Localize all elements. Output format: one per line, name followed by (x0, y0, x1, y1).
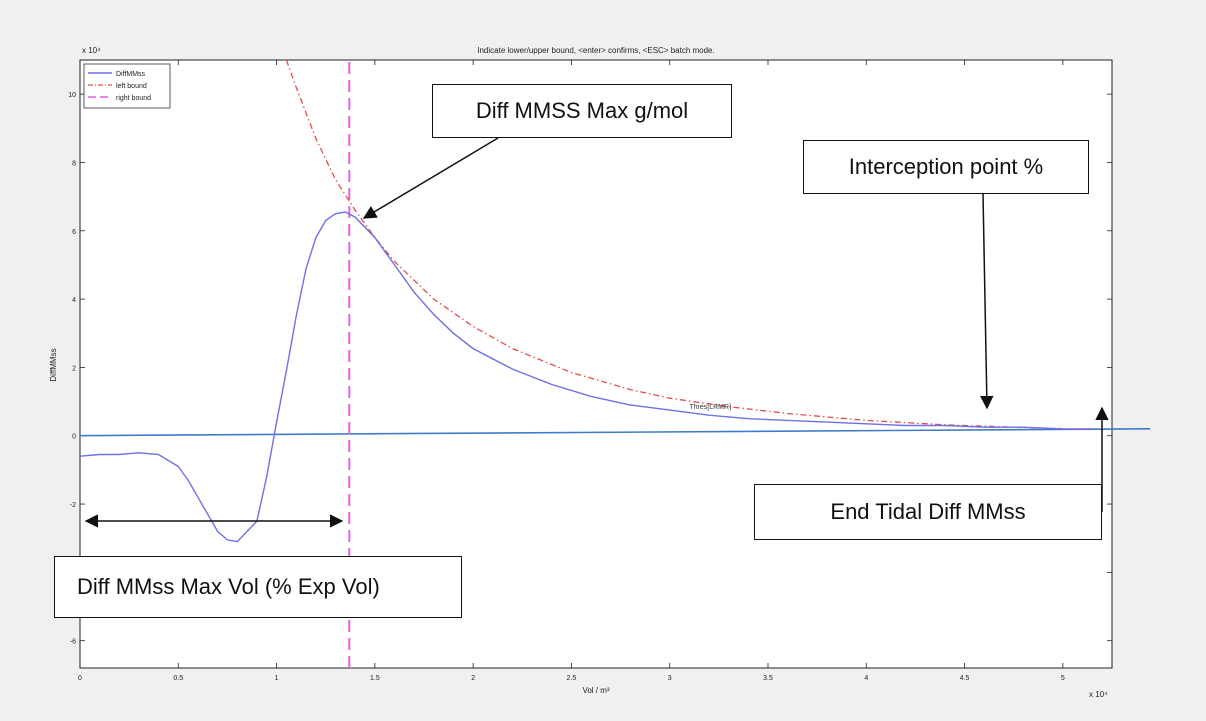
legend: DiffMMss left bound right bound (83, 63, 171, 109)
y-exponent-label: x 10⁴ (82, 46, 101, 55)
arrow-to-max (362, 137, 499, 219)
callout-max-vol: Diff MMss Max Vol (% Exp Vol) (54, 556, 462, 618)
x-tick-label: 0.5 (173, 675, 183, 682)
y-tick-label: 10 (68, 92, 76, 99)
y-tick-label: -2 (70, 502, 76, 509)
x-tick-label: 3.5 (763, 675, 773, 682)
x-tick-label: 2 (471, 675, 475, 682)
arrow-to-intercept (980, 193, 994, 410)
x-axis-label: Vol / m³ (582, 686, 609, 695)
y-tick-label: -6 (70, 639, 76, 646)
legend-entry-right-bound: right bound (116, 95, 151, 102)
y-tick-label: 6 (72, 229, 76, 236)
callout-interception-point: Interception point % (803, 140, 1089, 194)
x-tick-label: 1 (275, 675, 279, 682)
series-diffmmss-line (80, 211, 1093, 543)
x-tick-label: 2.5 (567, 675, 577, 682)
x-tick-label: 4 (864, 675, 868, 682)
y-tick-label: 2 (72, 365, 76, 372)
baseline-reference-line (80, 428, 1112, 437)
y-axis-label: DiffMMss (49, 348, 58, 381)
x-tick-label: 0 (78, 675, 82, 682)
x-tick-label: 5 (1061, 675, 1065, 682)
inline-annotation: Thres[LRMR] (689, 404, 731, 411)
legend-entry-left-bound: left bound (116, 83, 147, 90)
callout-diff-mmss-max: Diff MMSS Max g/mol (432, 84, 732, 138)
x-tick-label: 4.5 (960, 675, 970, 682)
y-tick-label: 8 (72, 160, 76, 167)
x-tick-label: 3 (668, 675, 672, 682)
chart-title: Indicate lower/upper bound, <enter> conf… (477, 46, 714, 55)
y-tick-label: 4 (72, 297, 76, 304)
annotation-arrows (84, 137, 1109, 528)
x-exponent-label: x 10⁴ (1089, 690, 1108, 699)
x-tick-label: 1.5 (370, 675, 380, 682)
y-tick-label: 0 (72, 434, 76, 441)
callout-end-tidal: End Tidal Diff MMss (754, 484, 1102, 540)
legend-entry-diffmmss: DiffMMss (116, 71, 146, 78)
